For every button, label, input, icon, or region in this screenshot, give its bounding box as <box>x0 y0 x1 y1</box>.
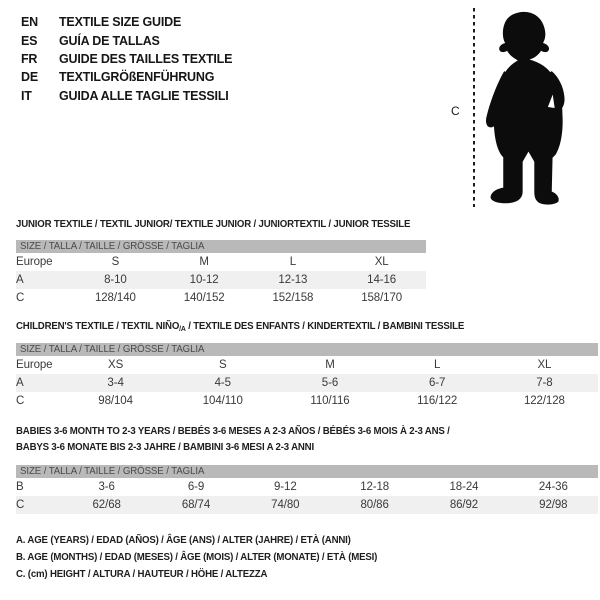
size-cell: 10-12 <box>189 274 219 286</box>
row-label: A <box>16 274 24 286</box>
size-cell: XL <box>374 256 389 268</box>
row-label: C <box>16 499 25 511</box>
size-cell: 68/74 <box>181 499 211 511</box>
size-cell: 62/68 <box>92 499 121 511</box>
row-label: C <box>16 292 25 304</box>
table-row-height: C 98/104 104/110 110/116 116/122 122/128 <box>16 392 598 410</box>
children-section-title-text: CHILDREN'S TEXTILE / TEXTIL NIÑO <box>16 320 180 332</box>
size-cell: 12-13 <box>278 274 308 286</box>
size-cell: S <box>218 359 227 371</box>
language-code: FR <box>21 51 38 66</box>
size-cell: 6-9 <box>187 481 205 493</box>
language-code: EN <box>21 15 38 30</box>
children-section-title: CHILDREN'S TEXTILE / TEXTIL NIÑO/A / TEX… <box>16 318 464 337</box>
size-cell: 3-4 <box>107 377 124 389</box>
size-cell: 122/128 <box>523 395 565 407</box>
size-cell: 24-36 <box>538 481 568 493</box>
size-cell: M <box>325 359 335 371</box>
size-header-band: SIZE / TALLA / TAILLE / GRÖSSE / TAGLIA <box>16 343 598 356</box>
row-label: C <box>16 395 25 407</box>
language-title: TEXTILGRÖßENFÜHRUNG <box>59 70 215 85</box>
size-cell: 14-16 <box>367 274 397 286</box>
row-label: Europe <box>16 359 53 371</box>
size-cell: 8-10 <box>104 274 127 286</box>
table-row-age: A 8-10 10-12 12-13 14-16 <box>16 271 426 289</box>
size-cell: 7-8 <box>536 377 553 389</box>
junior-size-table: SIZE / TALLA / TAILLE / GRÖSSE / TAGLIA … <box>16 240 426 307</box>
measurement-legend: A. AGE (YEARS) / EDAD (AÑOS) / ÂGE (ANS)… <box>16 532 409 584</box>
babies-section-title-line1: BABIES 3-6 MONTH TO 2-3 YEARS / BEBÉS 3-… <box>16 425 450 437</box>
size-cell: 104/110 <box>202 395 243 407</box>
babies-section-title: BABIES 3-6 MONTH TO 2-3 YEARS / BEBÉS 3-… <box>16 423 450 455</box>
babies-section-title-line2: BABYS 3-6 MONATE BIS 2-3 JAHRE / BAMBINI… <box>16 441 314 453</box>
size-cell: 74/80 <box>271 499 300 511</box>
row-label: Europe <box>16 256 53 268</box>
size-cell: 18-24 <box>449 481 479 493</box>
size-cell: 158/170 <box>361 292 403 304</box>
size-cell: 110/116 <box>310 395 350 407</box>
size-header-label: SIZE / TALLA / TAILLE / GRÖSSE / TAGLIA <box>20 240 205 252</box>
height-measure-label: C <box>451 104 460 118</box>
size-header-label: SIZE / TALLA / TAILLE / GRÖSSE / TAGLIA <box>20 465 205 477</box>
size-cell: 98/104 <box>98 395 133 407</box>
size-cell: 4-5 <box>214 377 231 389</box>
table-row-months: B 3-6 6-9 9-12 12-18 18-24 24-36 <box>16 478 598 496</box>
language-row-it: IT GUIDA ALLE TAGLIE TESSILI <box>21 87 232 105</box>
height-measure-dashed-line <box>473 8 475 207</box>
legend-line-age-months: B. AGE (MONTHS) / EDAD (MESES) / ÂGE (MO… <box>16 551 378 564</box>
babies-size-table: SIZE / TALLA / TAILLE / GRÖSSE / TAGLIA … <box>16 465 598 514</box>
size-cell: 86/92 <box>449 499 479 511</box>
baby-silhouette-icon <box>485 11 565 205</box>
size-cell: 128/140 <box>94 292 136 304</box>
size-cell: 9-12 <box>274 481 297 493</box>
children-section-title-sub: /A <box>179 324 186 333</box>
size-header-label: SIZE / TALLA / TAILLE / GRÖSSE / TAGLIA <box>20 343 205 355</box>
size-cell: 6-7 <box>428 377 446 389</box>
size-cell: 140/152 <box>183 292 225 304</box>
legend-line-height: C. (cm) HEIGHT / ALTURA / HAUTEUR / HÖHE… <box>16 568 268 581</box>
language-title: TEXTILE SIZE GUIDE <box>59 15 182 30</box>
language-guide-list: EN TEXTILE SIZE GUIDE ES GUÍA DE TALLAS … <box>21 13 232 105</box>
size-cell: M <box>199 256 209 268</box>
language-row-es: ES GUÍA DE TALLAS <box>21 31 232 49</box>
language-title: GUIDA ALLE TAGLIE TESSILI <box>59 88 229 103</box>
table-row-height: C 128/140 140/152 152/158 158/170 <box>16 289 426 307</box>
language-row-en: EN TEXTILE SIZE GUIDE <box>21 13 232 31</box>
size-cell: 116/122 <box>417 395 458 407</box>
row-label: A <box>16 377 24 389</box>
size-cell: S <box>111 256 120 268</box>
table-row-europe: Europe S M L XL <box>16 253 426 271</box>
children-section-title-text: / TEXTILE DES ENFANTS / KINDERTEXTIL / B… <box>185 320 465 332</box>
language-row-de: DE TEXTILGRÖßENFÜHRUNG <box>21 68 232 86</box>
size-header-band: SIZE / TALLA / TAILLE / GRÖSSE / TAGLIA <box>16 240 426 253</box>
table-row-height: C 62/68 68/74 74/80 80/86 86/92 92/98 <box>16 496 598 514</box>
language-row-fr: FR GUIDE DES TAILLES TEXTILE <box>21 50 232 68</box>
language-title: GUIDE DES TAILLES TEXTILE <box>59 51 233 66</box>
size-cell: 5-6 <box>321 377 339 389</box>
size-cell: 152/158 <box>272 292 314 304</box>
size-header-band: SIZE / TALLA / TAILLE / GRÖSSE / TAGLIA <box>16 465 598 478</box>
junior-section-title-text: JUNIOR TEXTILE / TEXTIL JUNIOR/ TEXTILE … <box>16 218 411 230</box>
table-row-age: A 3-4 4-5 5-6 6-7 7-8 <box>16 374 598 392</box>
table-row-europe: Europe XS S M L XL <box>16 356 598 374</box>
size-cell: 12-18 <box>360 481 390 493</box>
size-cell: L <box>434 359 441 371</box>
language-code: DE <box>21 70 38 85</box>
legend-line-age-years: A. AGE (YEARS) / EDAD (AÑOS) / ÂGE (ANS)… <box>16 534 351 546</box>
junior-section-title: JUNIOR TEXTILE / TEXTIL JUNIOR/ TEXTILE … <box>16 216 410 232</box>
language-code: ES <box>21 33 38 48</box>
size-cell: 80/86 <box>360 499 389 511</box>
row-label: B <box>16 481 24 493</box>
size-cell: XS <box>108 359 124 371</box>
size-cell: XL <box>537 359 552 371</box>
size-cell: 92/98 <box>539 499 568 511</box>
size-cell: 3-6 <box>98 481 115 493</box>
language-code: IT <box>21 88 32 103</box>
language-title: GUÍA DE TALLAS <box>59 33 160 48</box>
children-size-table: SIZE / TALLA / TAILLE / GRÖSSE / TAGLIA … <box>16 343 598 410</box>
size-cell: L <box>289 256 297 268</box>
